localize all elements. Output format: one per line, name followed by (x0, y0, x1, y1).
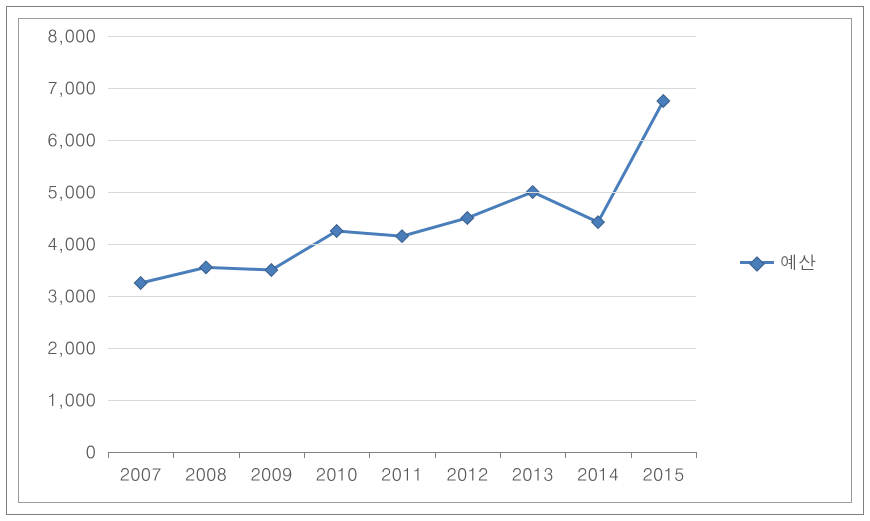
x-tick-label: 2011 (381, 462, 423, 487)
gridline (108, 140, 696, 141)
y-tick-label: 8,000 (0, 24, 96, 49)
x-tick-mark (173, 452, 174, 458)
x-tick-mark (304, 452, 305, 458)
gridline (108, 400, 696, 401)
x-tick-label: 2013 (512, 462, 554, 487)
x-tick-label: 2014 (577, 462, 619, 487)
x-tick-label: 2007 (120, 462, 162, 487)
x-tick-mark (435, 452, 436, 458)
y-tick-label: 0 (0, 440, 96, 465)
gridline (108, 348, 696, 349)
x-tick-mark (239, 452, 240, 458)
y-tick-label: 5,000 (0, 180, 96, 205)
gridline (108, 192, 696, 193)
series-marker (134, 277, 147, 290)
gridline (108, 452, 696, 453)
plot-area (108, 36, 696, 452)
legend-swatch (740, 261, 774, 264)
series-marker (592, 216, 605, 229)
gridline (108, 244, 696, 245)
y-tick-label: 2,000 (0, 336, 96, 361)
series-marker (330, 225, 343, 238)
x-tick-mark (500, 452, 501, 458)
x-tick-label: 2015 (642, 462, 684, 487)
y-tick-label: 3,000 (0, 284, 96, 309)
series-marker (461, 212, 474, 225)
gridline (108, 296, 696, 297)
series-marker (396, 230, 409, 243)
series-marker (657, 95, 670, 108)
legend: 예산 (740, 250, 816, 275)
x-tick-mark (369, 452, 370, 458)
y-tick-label: 6,000 (0, 128, 96, 153)
x-tick-label: 2009 (250, 462, 292, 487)
series-marker (265, 264, 278, 277)
y-tick-label: 1,000 (0, 388, 96, 413)
x-tick-label: 2008 (185, 462, 227, 487)
series-marker (200, 261, 213, 274)
gridline (108, 88, 696, 89)
x-tick-label: 2012 (446, 462, 488, 487)
y-tick-label: 4,000 (0, 232, 96, 257)
x-tick-mark (565, 452, 566, 458)
x-tick-mark (696, 452, 697, 458)
legend-label: 예산 (780, 250, 816, 275)
x-tick-label: 2010 (316, 462, 358, 487)
gridline (108, 36, 696, 37)
x-tick-mark (631, 452, 632, 458)
x-tick-mark (108, 452, 109, 458)
y-tick-label: 7,000 (0, 76, 96, 101)
diamond-icon (749, 256, 765, 272)
